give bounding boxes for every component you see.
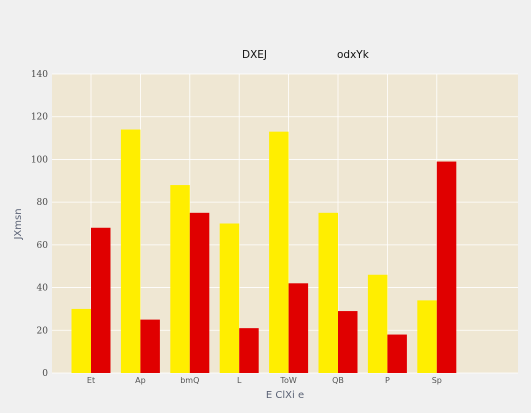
x-tick-label: Ap	[135, 376, 146, 385]
x-tick-label: bmQ	[180, 376, 199, 385]
y-tick-label: 80	[37, 198, 49, 208]
bar-odxYk-P	[387, 334, 407, 373]
bar-odxYk-Ap	[140, 319, 160, 373]
bar-DXEJ-QB	[318, 212, 338, 373]
x-tick-label: Sp	[432, 376, 442, 385]
bar-DXEJ-bmQ	[170, 185, 190, 373]
y-tick-label: 120	[31, 113, 48, 123]
bar-DXEJ-L	[219, 223, 240, 373]
bar-DXEJ-Sp	[417, 300, 437, 373]
bar-odxYk-ToW	[288, 283, 309, 373]
x-tick-label: Et	[87, 376, 95, 385]
bar-odxYk-bmQ	[189, 212, 210, 373]
bar-DXEJ-P	[367, 274, 388, 373]
y-axis-ticks: 0 20 40 60 80 100 120 140	[31, 70, 48, 379]
bars	[71, 129, 457, 373]
x-tick-label: QB	[332, 376, 344, 385]
bar-DXEJ-Ap	[120, 129, 141, 373]
x-tick-label: L	[237, 376, 242, 385]
bar-odxYk-Sp	[436, 161, 457, 373]
x-tick-label: P	[385, 376, 390, 385]
x-axis-ticks: Et Ap bmQ L ToW QB P Sp	[87, 376, 442, 385]
y-tick-label: 40	[37, 284, 49, 294]
legend-entry-odxYk: odxYk	[337, 49, 370, 61]
y-tick-label: 60	[37, 241, 49, 251]
bar-odxYk-QB	[338, 311, 358, 373]
x-axis-label: E ClXi e	[266, 390, 304, 401]
bar-DXEJ-Et	[71, 308, 91, 373]
legend-entry-DXEJ: DXEJ	[242, 49, 267, 61]
bar-odxYk-Et	[91, 227, 111, 373]
y-tick-label: 0	[42, 369, 48, 379]
y-tick-label: 20	[37, 326, 49, 336]
y-axis-label: JXmsn	[13, 208, 24, 240]
legend: DXEJ odxYk	[242, 49, 370, 61]
x-tick-label: ToW	[279, 376, 296, 385]
bar-odxYk-L	[239, 328, 259, 373]
y-tick-label: 100	[31, 155, 48, 165]
y-tick-label: 140	[31, 70, 48, 80]
bar-DXEJ-ToW	[269, 131, 289, 373]
